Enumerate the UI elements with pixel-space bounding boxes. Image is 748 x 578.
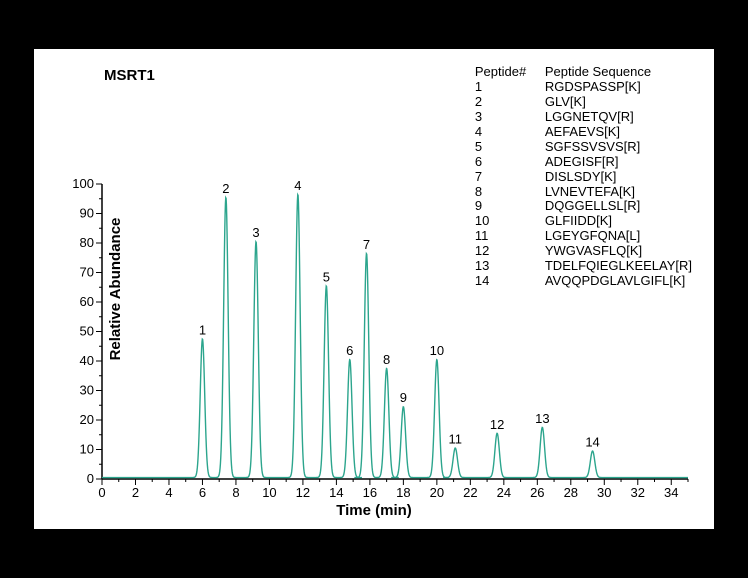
- xtick-label: 12: [296, 485, 310, 500]
- peak-label: 14: [585, 434, 599, 449]
- ytick-label: 100: [72, 176, 94, 191]
- peak-label: 8: [383, 352, 390, 367]
- ytick-label: 10: [80, 442, 94, 457]
- peak-label: 11: [449, 432, 463, 447]
- xtick-label: 28: [564, 485, 578, 500]
- ytick-label: 70: [80, 265, 94, 280]
- xtick-label: 30: [597, 485, 611, 500]
- xtick-label: 32: [631, 485, 645, 500]
- ytick-label: 80: [80, 235, 94, 250]
- xtick-label: 0: [98, 485, 105, 500]
- peak-label: 10: [430, 343, 444, 358]
- peak-label: 1: [199, 322, 206, 337]
- ytick-label: 60: [80, 294, 94, 309]
- xtick-label: 2: [132, 485, 139, 500]
- xtick-label: 6: [199, 485, 206, 500]
- peak-label: 7: [363, 237, 370, 252]
- xtick-label: 22: [463, 485, 477, 500]
- xtick-label: 18: [396, 485, 410, 500]
- ytick-label: 30: [80, 383, 94, 398]
- xtick-label: 16: [363, 485, 377, 500]
- peak-label: 2: [222, 181, 229, 196]
- ytick-label: 40: [80, 353, 94, 368]
- chromatogram-trace: [102, 195, 688, 478]
- plot-area: 0102030405060708090100024681012141618202…: [34, 49, 714, 529]
- peak-label: 5: [323, 269, 330, 284]
- peak-label: 9: [400, 390, 407, 405]
- ytick-label: 20: [80, 412, 94, 427]
- peak-label: 4: [294, 178, 301, 193]
- xtick-label: 34: [664, 485, 678, 500]
- xtick-label: 14: [329, 485, 343, 500]
- peak-label: 13: [535, 411, 549, 426]
- xtick-label: 20: [430, 485, 444, 500]
- peak-label: 6: [346, 343, 353, 358]
- ytick-label: 50: [80, 324, 94, 339]
- chromatogram-svg: 0102030405060708090100024681012141618202…: [34, 49, 714, 529]
- peak-label: 12: [490, 417, 504, 432]
- xtick-label: 4: [165, 485, 172, 500]
- xtick-label: 24: [497, 485, 511, 500]
- xtick-label: 8: [232, 485, 239, 500]
- chart-panel: MSRT1 Relative Abundance Time (min) Pept…: [34, 49, 714, 529]
- xtick-label: 10: [262, 485, 276, 500]
- peak-label: 3: [252, 225, 259, 240]
- xtick-label: 26: [530, 485, 544, 500]
- ytick-label: 0: [87, 471, 94, 486]
- ytick-label: 90: [80, 206, 94, 221]
